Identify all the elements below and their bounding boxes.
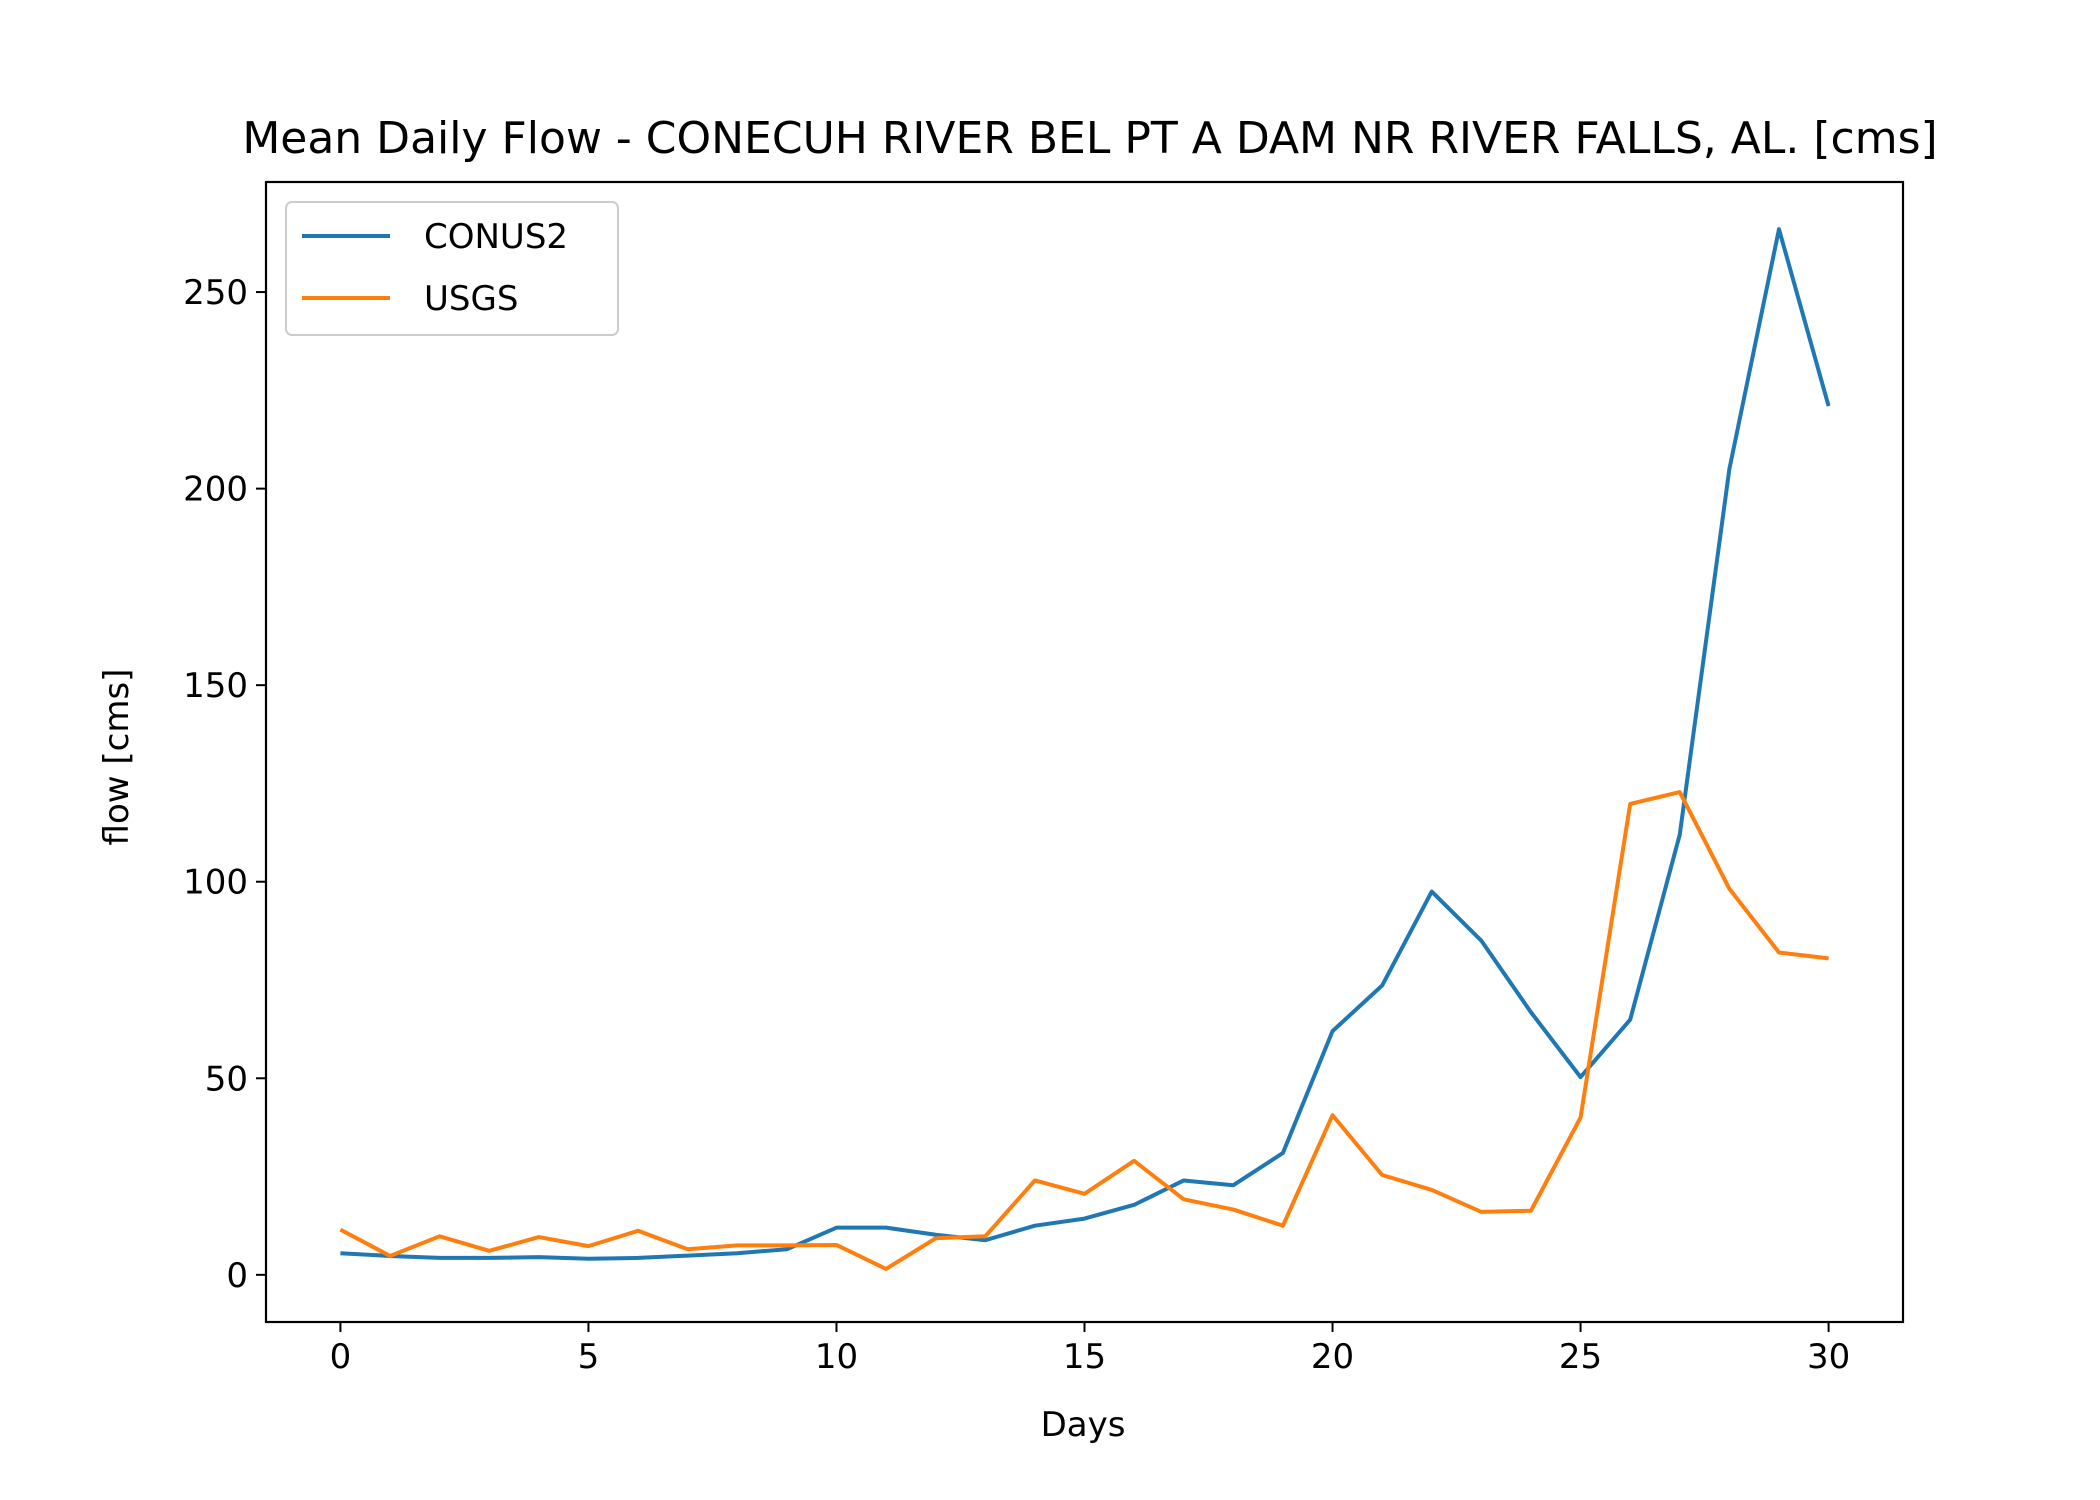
x-tick-label: 15 [1063, 1337, 1106, 1377]
x-tick-label: 5 [578, 1337, 600, 1377]
x-tick-label: 30 [1807, 1337, 1850, 1377]
y-tick-label: 250 [183, 273, 248, 313]
plot-area [264, 180, 1905, 1324]
y-tick-label: 100 [183, 863, 248, 903]
series-line-usgs [339, 790, 1829, 1271]
chart-title: Mean Daily Flow - CONECUH RIVER BEL PT A… [242, 113, 1937, 164]
x-axis-label: Days [1041, 1405, 1126, 1445]
x-tick-label: 20 [1311, 1337, 1354, 1377]
series-line-conus2 [340, 227, 1831, 1261]
series-layer [339, 227, 1831, 1271]
x-tick-label: 25 [1559, 1337, 1602, 1377]
legend-label: CONUS2 [424, 217, 568, 257]
plot-frame [264, 180, 1905, 1324]
y-tick-label: 150 [183, 666, 248, 706]
x-axis: 0 5 10 15 20 25 30 [330, 1322, 1850, 1377]
x-tick-label: 0 [330, 1337, 352, 1377]
legend: CONUS2 USGS [285, 201, 619, 336]
x-tick-label: 10 [815, 1337, 858, 1377]
y-tick-label: 200 [183, 470, 248, 510]
y-axis-label: flow [cms] [97, 669, 137, 846]
y-axis: 0 50 100 150 200 250 [183, 273, 266, 1296]
y-tick-label: 0 [226, 1256, 248, 1296]
legend-label: USGS [424, 279, 518, 319]
y-tick-label: 50 [205, 1059, 248, 1099]
